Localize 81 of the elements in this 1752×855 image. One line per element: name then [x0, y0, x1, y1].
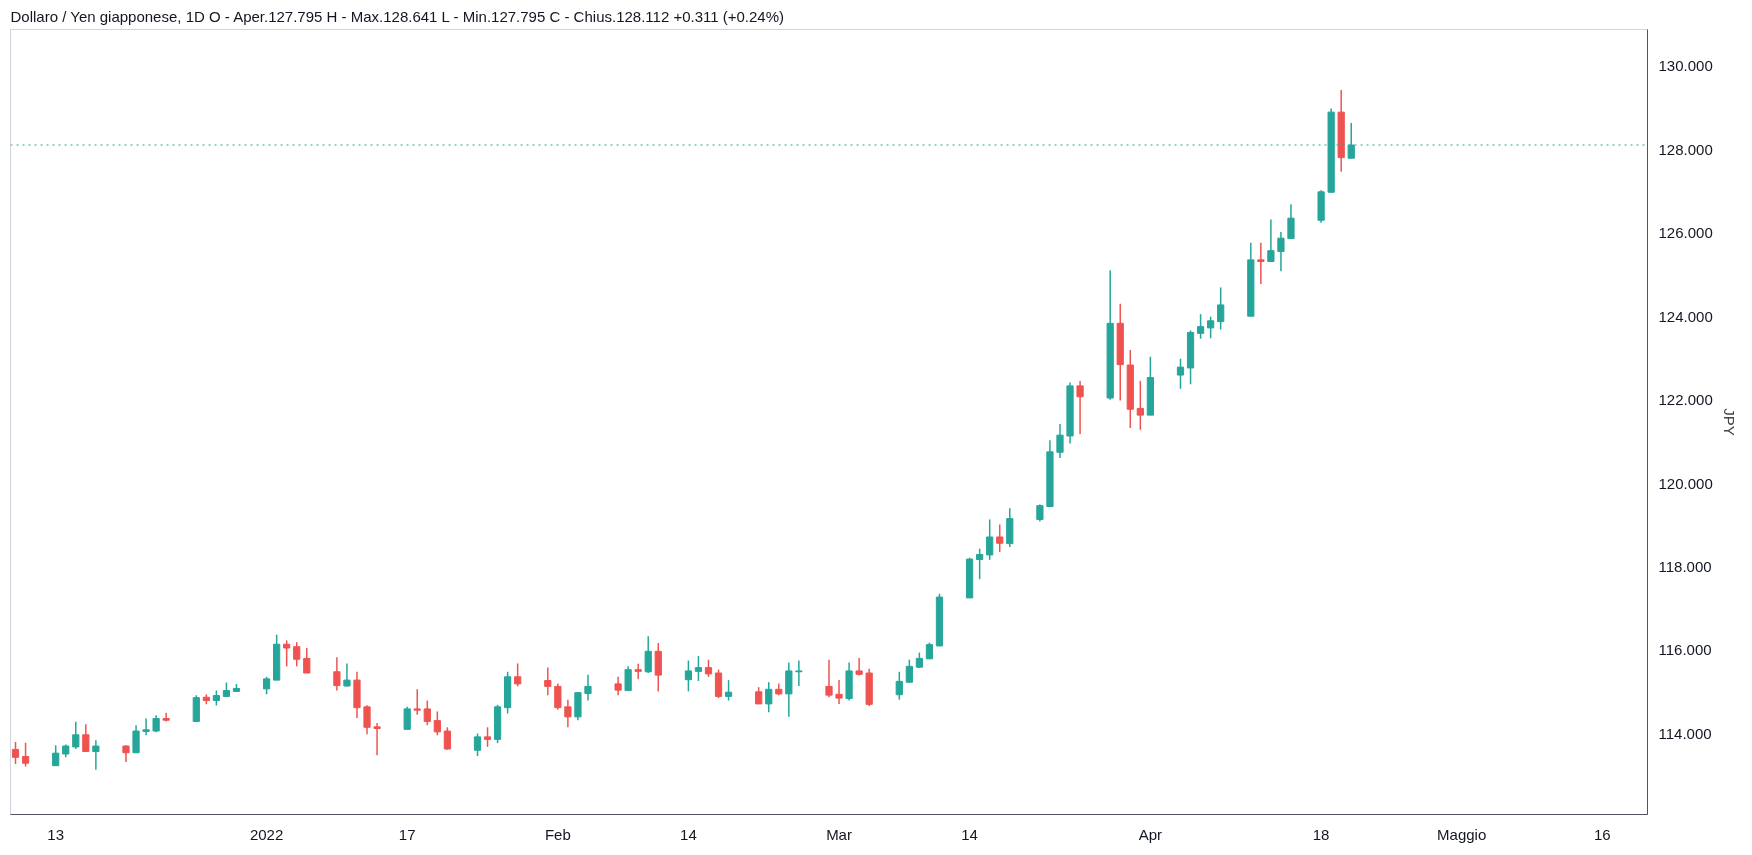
candlestick: [1136, 380, 1144, 431]
candlestick: [835, 679, 843, 705]
x-tick-label: 16: [1593, 825, 1611, 843]
candlestick: [293, 641, 301, 668]
x-tick-label: Mar: [826, 825, 852, 843]
x-tick-label: 17: [398, 825, 416, 843]
candlestick: [624, 665, 632, 692]
x-tick-label: 14: [680, 825, 697, 843]
candlestick: [283, 639, 291, 668]
candlestick: [423, 699, 431, 726]
candlestick: [654, 642, 662, 693]
candlestick: [895, 671, 903, 701]
x-tick-label: 13: [47, 825, 65, 843]
candlestick: [694, 655, 703, 682]
candlestick: [724, 679, 733, 702]
y-tick-label: 128.000: [1658, 140, 1713, 158]
candlestick: [1217, 286, 1225, 331]
candlestick: [443, 726, 451, 751]
candlestick: [21, 741, 30, 768]
candlestick: [343, 662, 351, 688]
candlestick: [142, 717, 150, 736]
candlestick: [1076, 380, 1084, 435]
candlestick: [82, 723, 90, 753]
candlestick: [996, 523, 1004, 553]
candlestick: [1277, 231, 1285, 272]
y-tick-label: 120.000: [1658, 474, 1713, 492]
candlestick: [1207, 315, 1215, 340]
candlestick: [11, 741, 20, 765]
candlestick: [765, 681, 773, 713]
candlestick: [986, 518, 994, 561]
candlestick: [714, 668, 723, 699]
candlestick: [433, 710, 441, 736]
y-tick-label: 116.000: [1658, 641, 1712, 659]
y-tick-label: 118.000: [1658, 558, 1712, 576]
candlestick: [403, 706, 411, 731]
y-tick-label: 126.000: [1658, 224, 1713, 242]
y-tick-label: 114.000: [1658, 724, 1712, 742]
candlestick: [1196, 313, 1205, 340]
candlestick: [363, 704, 371, 736]
y-tick-label: 130.000: [1658, 57, 1713, 75]
candlestick: [473, 732, 482, 757]
candlestick: [785, 661, 793, 718]
x-tick-label: 18: [1312, 825, 1330, 843]
candlestick: [1287, 203, 1295, 240]
candlestick: [1267, 218, 1275, 263]
candlestick: [483, 726, 492, 748]
x-tick-label: Apr: [1138, 825, 1163, 843]
candlestick: [92, 739, 100, 771]
candlestick: [1257, 242, 1265, 285]
x-tick-label: 14: [961, 825, 978, 843]
candlestick: [564, 698, 572, 729]
x-tick-label: Maggio: [1437, 825, 1487, 843]
candlestick: [554, 682, 562, 711]
x-tick-label: Feb: [544, 825, 571, 843]
candlestick: [514, 662, 522, 688]
candlestick: [373, 722, 381, 756]
y-tick-label: 124.000: [1658, 307, 1713, 325]
chart-title: Dollaro / Yen giapponese, 1D O - Aper.127.795 H - Max.128.641 L - Min.127.795 C - Chius.128.112 +0.311 (+0.24%): [10, 7, 785, 25]
candlestick: [52, 744, 60, 767]
candlestick: [544, 666, 552, 696]
candlestick: [413, 688, 421, 716]
candlestick: [72, 721, 80, 750]
x-tick-label: 2022: [249, 825, 284, 843]
candlestick: [825, 658, 833, 698]
y-axis-title: JPY: [1720, 408, 1738, 436]
candlestick: [684, 659, 693, 693]
candlestick: [1056, 423, 1064, 459]
candlestick: [855, 657, 863, 677]
candlestick: [584, 673, 592, 702]
candlestick: [634, 663, 642, 681]
candlestick: [132, 724, 140, 754]
candlestick: [976, 547, 984, 580]
candlestick: [333, 656, 341, 692]
candlestick: [795, 659, 803, 687]
candlestick: [905, 658, 913, 683]
candlestick: [1176, 358, 1185, 390]
candlestick: [644, 635, 652, 674]
y-tick-label: 122.000: [1658, 391, 1713, 409]
candlestick: [614, 676, 622, 696]
candlestick: [192, 694, 200, 723]
candlestick: [303, 647, 311, 674]
